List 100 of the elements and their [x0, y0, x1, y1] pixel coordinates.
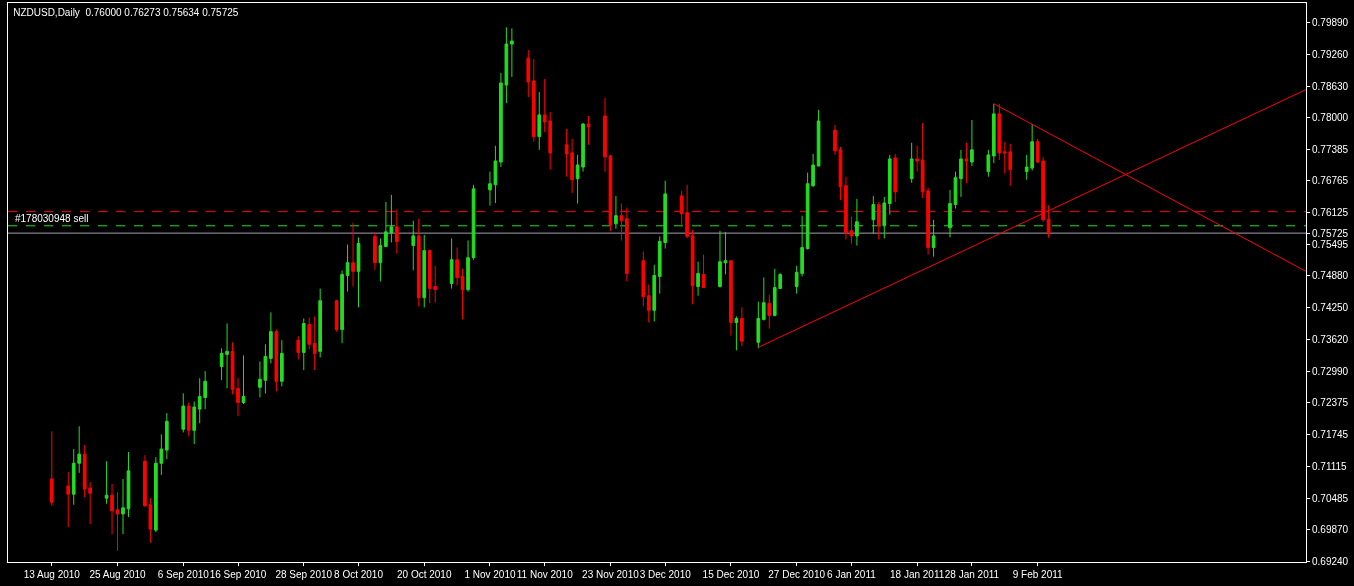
x-tick-label: 23 Nov 2010 — [582, 569, 640, 580]
candlestick — [378, 237, 383, 282]
candlestick — [531, 58, 536, 143]
y-tick-label: 0.79260 — [1312, 48, 1349, 60]
candlestick — [340, 269, 344, 344]
x-tick-label: 28 Sep 2010 — [275, 569, 333, 580]
candlestick — [312, 315, 317, 371]
x-tick-label: 27 Dec 2010 — [768, 569, 826, 580]
candlestick — [909, 142, 914, 184]
candlestick — [696, 261, 700, 297]
candlestick — [882, 196, 887, 239]
candlestick — [964, 142, 969, 184]
candlestick — [641, 251, 646, 307]
candlestick — [416, 218, 421, 307]
candlestick — [455, 247, 459, 287]
y-tick-label: 0.78000 — [1312, 112, 1349, 124]
y-tick-label: 0.73620 — [1312, 334, 1349, 346]
candlestick — [614, 195, 618, 230]
y-tick-label: 0.72375 — [1312, 397, 1349, 409]
candlestick — [893, 153, 898, 203]
candlestick — [959, 149, 963, 198]
candlestick — [241, 354, 246, 405]
y-tick-label: 0.75495 — [1312, 239, 1349, 251]
x-tick-label: 8 Oct 2010 — [334, 569, 384, 580]
candlestick — [186, 402, 191, 437]
candlestick — [586, 115, 591, 146]
candlestick — [970, 119, 974, 167]
candlestick — [164, 412, 169, 460]
ref-line-label: #178030948 sell — [15, 213, 89, 224]
candlestick — [526, 49, 531, 98]
candlestick — [701, 254, 706, 289]
y-tick-label: 0.76765 — [1312, 174, 1349, 186]
candlestick — [318, 288, 323, 358]
y-tick-label: 0.71745 — [1312, 429, 1349, 441]
candlestick — [301, 317, 306, 371]
x-tick-label: 9 Feb 2011 — [1012, 569, 1063, 580]
candlestick — [192, 400, 197, 445]
candlestick — [510, 27, 514, 78]
candlestick — [356, 236, 361, 308]
candlestick — [756, 301, 761, 349]
candlestick — [460, 268, 465, 320]
y-tick-label: 0.78630 — [1312, 80, 1349, 92]
candlestick — [334, 299, 339, 333]
x-tick-label: 6 Sep 2010 — [157, 569, 210, 580]
y-tick-label: 0.74250 — [1312, 302, 1349, 314]
candlestick — [915, 145, 919, 173]
candlestick — [646, 284, 651, 323]
candlestick — [110, 483, 114, 535]
candlestick — [986, 149, 991, 178]
candlestick — [351, 222, 355, 288]
candlestick — [537, 91, 542, 151]
candlestick — [887, 154, 892, 216]
x-tick-label: 16 Sep 2010 — [209, 569, 267, 580]
y-tick-label: 0.70485 — [1312, 492, 1349, 504]
candlestick — [734, 315, 739, 351]
x-tick-label: 25 Aug 2010 — [89, 569, 147, 580]
candlestick — [422, 234, 427, 308]
candlestick — [115, 491, 120, 552]
candlestick — [740, 306, 744, 347]
x-tick-label: 20 Oct 2010 — [397, 569, 452, 580]
y-tick-label: 0.76125 — [1312, 207, 1349, 219]
candlestick — [296, 335, 301, 360]
candlestick — [49, 430, 54, 507]
candlestick — [729, 260, 733, 337]
x-tick-label: 28 Jan 2011 — [944, 569, 1000, 580]
candlestick — [652, 264, 657, 322]
candlestick — [767, 294, 772, 330]
candlestick — [449, 237, 454, 290]
candlestick — [373, 231, 377, 271]
x-tick-label: 6 Jan 2011 — [827, 569, 877, 580]
candlestick — [991, 103, 996, 164]
y-tick-label: 0.69870 — [1312, 524, 1349, 536]
y-tick-label: 0.69240 — [1312, 555, 1349, 567]
candlestick — [761, 276, 766, 321]
candlestick — [466, 239, 470, 293]
candlestick — [1046, 204, 1051, 239]
x-tick-label: 1 Nov 2010 — [464, 569, 516, 580]
x-tick-label: 11 Nov 2010 — [516, 569, 574, 580]
candlestick — [269, 311, 273, 365]
candlestick — [280, 339, 284, 387]
candlestick — [104, 460, 109, 505]
x-tick-label: 15 Dec 2010 — [702, 569, 760, 580]
candlestick — [66, 471, 71, 528]
candlestick — [345, 244, 350, 293]
chart-title: NZDUSD,Daily 0.76000 0.76273 0.75634 0.75725 — [13, 6, 239, 18]
candlestick — [307, 316, 312, 350]
y-tick-label: 0.71115 — [1312, 461, 1348, 473]
y-tick-label: 0.79890 — [1312, 16, 1349, 28]
x-tick-label: 3 Dec 2010 — [639, 569, 692, 580]
x-tick-label: 13 Aug 2010 — [23, 569, 81, 580]
y-tick-label: 0.72990 — [1312, 366, 1349, 378]
candlestick — [690, 229, 695, 305]
x-tick-label: 18 Jan 2011 — [889, 569, 945, 580]
y-tick-label: 0.77385 — [1312, 143, 1349, 155]
y-tick-label: 0.75725 — [1312, 227, 1349, 239]
candlestick — [126, 451, 131, 518]
candlestick — [181, 392, 186, 433]
candlestick — [121, 478, 125, 535]
candlestick — [274, 329, 279, 392]
candlestick — [816, 109, 821, 167]
